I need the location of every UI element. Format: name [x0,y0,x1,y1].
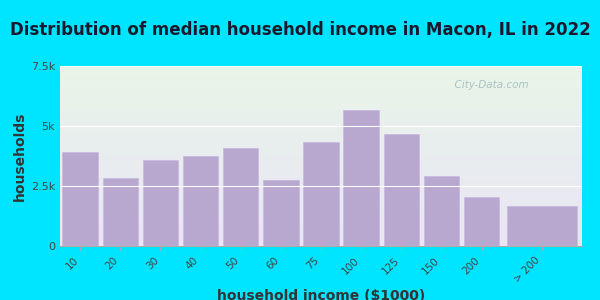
Bar [383,134,419,246]
Bar [506,206,577,246]
Bar [223,148,259,246]
Bar [143,160,178,246]
X-axis label: household income ($1000): household income ($1000) [217,289,425,300]
Text: Distribution of median household income in Macon, IL in 2022: Distribution of median household income … [10,21,590,39]
Bar [343,110,379,246]
Bar [464,197,499,246]
Bar [103,178,138,246]
Y-axis label: households: households [13,111,27,201]
Bar [62,152,98,246]
Bar [263,180,299,246]
Bar [424,176,459,246]
Bar [183,156,218,246]
Bar [304,142,338,246]
Text: City-Data.com: City-Data.com [448,80,529,90]
